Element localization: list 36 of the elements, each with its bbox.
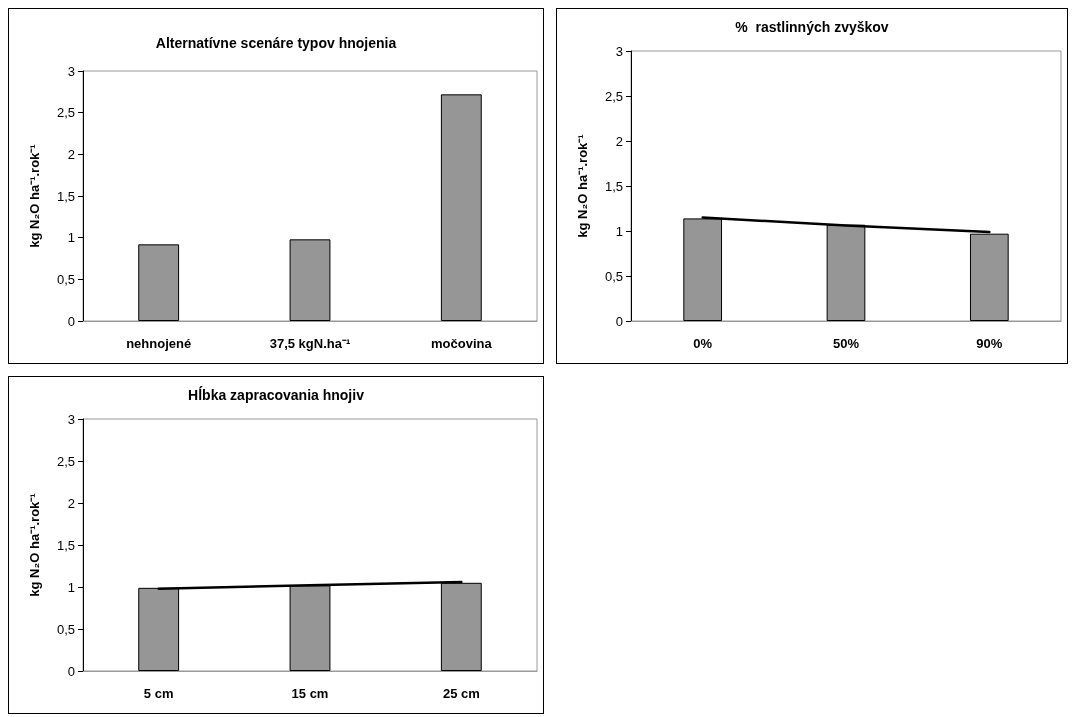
- y-tick-label: 2,5: [56, 453, 75, 469]
- chart-title: Hĺbka zapracovania hnojiv: [188, 386, 365, 403]
- y-tick-label: 0,5: [56, 621, 75, 637]
- x-tick-label: 25 cm: [442, 686, 480, 701]
- y-tick-label: 3: [67, 411, 75, 427]
- y-tick-label: 3: [67, 63, 75, 79]
- y-tick-label: 1,5: [604, 178, 623, 194]
- x-tick-label: 50%: [832, 336, 860, 351]
- chart-title: Alternatívne scenáre typov hnojenia: [155, 35, 397, 51]
- x-tick-label: 0%: [693, 336, 713, 351]
- y-tick-label: 2: [615, 133, 623, 149]
- y-tick-label: 2,5: [56, 105, 75, 121]
- x-tick-label: 37,5 kgN.ha⁻¹: [269, 336, 351, 351]
- y-axis-title: kg N₂O ha⁻¹.rok⁻¹: [575, 134, 590, 238]
- y-tick-label: 0: [67, 663, 75, 679]
- y-tick-label: 1: [67, 230, 75, 246]
- y-tick-label: 0: [615, 313, 623, 329]
- y-tick-label: 0: [67, 313, 75, 329]
- y-tick-label: 2: [67, 495, 75, 511]
- y-tick-label: 1: [615, 223, 623, 239]
- y-tick-label: 1,5: [56, 188, 75, 204]
- x-tick-label: močovina: [430, 336, 493, 351]
- y-tick-label: 3: [615, 43, 623, 59]
- y-tick-label: 0,5: [56, 271, 75, 287]
- y-tick-label: 0,5: [604, 268, 623, 284]
- y-axis-title: kg N₂O ha⁻¹.rok⁻¹: [27, 493, 42, 597]
- y-axis-title: kg N₂O ha⁻¹.rok⁻¹: [27, 144, 42, 248]
- x-tick-label: 5 cm: [143, 686, 174, 701]
- y-tick-label: 2: [67, 146, 75, 162]
- y-tick-label: 2,5: [604, 88, 623, 104]
- x-tick-label: 90%: [976, 336, 1003, 351]
- x-tick-label: nehnojené: [126, 336, 192, 351]
- y-tick-label: 1: [67, 579, 75, 595]
- x-tick-label: 15 cm: [291, 686, 329, 701]
- chart-title: % rastlinných zvyškov: [735, 19, 889, 35]
- y-tick-label: 1,5: [56, 537, 75, 553]
